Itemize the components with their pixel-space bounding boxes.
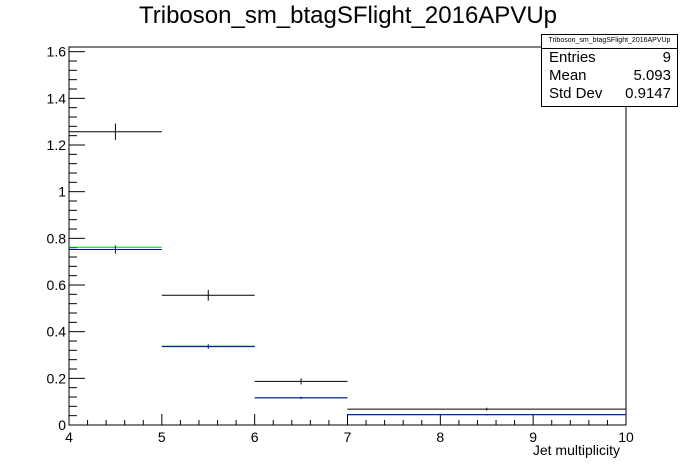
axis-ticks: 4 5 6 7 8 9 10 0 0.2 0.4 0.6 0.8 1 1.2 1.4 1.6 bbox=[47, 44, 634, 445]
stats-mean-value: 5.093 bbox=[633, 67, 671, 84]
stats-entries-value: 9 bbox=[662, 49, 671, 66]
y-tick-label: 0 bbox=[58, 417, 66, 433]
stats-stddev-value: 0.9147 bbox=[625, 85, 671, 102]
x-axis-label: Jet multiplicity bbox=[533, 442, 620, 458]
data-series bbox=[69, 123, 626, 416]
y-tick-label: 1.6 bbox=[47, 44, 67, 60]
stats-stddev-label: Std Dev bbox=[549, 85, 603, 102]
stats-entries-row: Entries 9 bbox=[542, 49, 677, 67]
y-tick-label: 0.8 bbox=[47, 230, 67, 246]
x-tick-label: 6 bbox=[251, 429, 259, 445]
y-tick-label: 1.2 bbox=[47, 137, 67, 153]
x-tick-label: 5 bbox=[158, 429, 166, 445]
stats-stddev-row: Std Dev 0.9147 bbox=[542, 85, 677, 103]
stats-mean-label: Mean bbox=[549, 67, 587, 84]
chart-title: Triboson_sm_btagSFlight_2016APVUp bbox=[138, 2, 558, 29]
y-tick-label: 0.6 bbox=[47, 277, 67, 293]
x-tick-label: 8 bbox=[436, 429, 444, 445]
stats-box: Triboson_sm_btagSFlight_2016APVUp Entrie… bbox=[541, 34, 678, 107]
y-tick-label: 0.2 bbox=[47, 370, 67, 386]
x-tick-label: 9 bbox=[529, 429, 537, 445]
series-0 bbox=[69, 123, 626, 411]
y-tick-label: 1 bbox=[58, 184, 66, 200]
x-tick-label: 4 bbox=[65, 429, 73, 445]
x-tick-label: 10 bbox=[618, 429, 634, 445]
stats-entries-label: Entries bbox=[549, 49, 596, 66]
stats-mean-row: Mean 5.093 bbox=[542, 67, 677, 85]
x-tick-label: 7 bbox=[344, 429, 352, 445]
stats-box-title: Triboson_sm_btagSFlight_2016APVUp bbox=[542, 35, 677, 49]
series-2 bbox=[69, 245, 626, 416]
y-tick-label: 1.4 bbox=[47, 90, 67, 106]
series-1 bbox=[69, 246, 626, 415]
y-tick-label: 0.4 bbox=[47, 324, 67, 340]
